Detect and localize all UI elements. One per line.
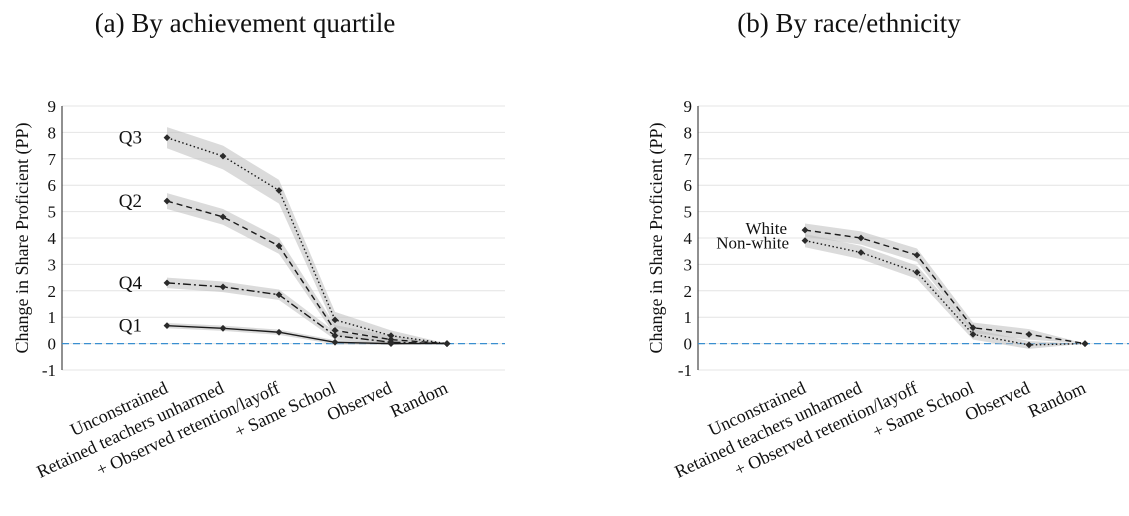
series-label: Non-white: [716, 234, 789, 253]
chart-title: (a) By achievement quartile: [94, 8, 396, 38]
data-point: [163, 322, 171, 330]
y-tick-label: 2: [684, 282, 693, 301]
y-tick-label: 0: [684, 335, 693, 354]
data-point: [163, 134, 171, 142]
y-tick-label: 1: [684, 308, 693, 327]
series-line: [166, 137, 448, 345]
y-axis-label: Change in Share Proficient (PP): [646, 123, 667, 354]
x-tick-label: Random: [1025, 377, 1089, 421]
data-point: [387, 340, 395, 347]
series-label: Q2: [119, 191, 142, 212]
y-axis-label: Change in Share Proficient (PP): [12, 123, 33, 354]
confidence-band: [167, 323, 447, 345]
y-tick-label: 9: [684, 97, 693, 116]
data-point: [913, 251, 921, 259]
series-line: [166, 282, 448, 345]
confidence-band: [167, 127, 447, 344]
y-tick-label: 3: [48, 255, 57, 274]
data-point: [163, 197, 171, 205]
data-point: [331, 338, 339, 346]
data-point: [331, 316, 339, 324]
data-point: [443, 340, 451, 347]
y-tick-label: 9: [48, 97, 57, 116]
data-point: [275, 291, 283, 299]
series-line: [804, 229, 1086, 345]
x-tick-label: Observed: [324, 377, 395, 424]
y-tick-label: 4: [48, 229, 57, 248]
data-point: [913, 268, 921, 276]
confidence-band: [805, 234, 1085, 349]
data-point: [219, 283, 227, 291]
y-tick-label: 8: [684, 123, 693, 142]
x-tick-label: Observed: [962, 377, 1033, 424]
chart-panel-race-ethnicity: (b) By race/ethnicity -1 0 1 2 3 4 5 6 7 8 9 Change…: [565, 0, 1129, 516]
data-point: [857, 234, 865, 242]
data-point: [331, 327, 339, 334]
y-tick-label: 6: [48, 176, 57, 195]
data-point: [163, 279, 171, 287]
chart-plot: -1 0 1 2 3 4 5 6 7 8 9 Change in Share Proficient (…: [646, 97, 1129, 482]
y-tick-label: 5: [684, 203, 693, 222]
data-point: [275, 328, 283, 336]
y-tick-label: 5: [48, 203, 57, 222]
confidence-band: [167, 193, 447, 344]
series-label: Q4: [119, 273, 143, 294]
confidence-band: [805, 223, 1085, 344]
y-tick-label: 3: [684, 255, 693, 274]
series-line: [166, 324, 447, 345]
y-tick-label: 6: [684, 176, 693, 195]
data-point: [1081, 340, 1089, 347]
y-tick-label: 4: [684, 229, 693, 248]
chart-panel-achievement-quartile: (a) By achievement quartile -1 0 1 2 3 4 5 6 7 8 9…: [0, 0, 560, 516]
x-tick-label: Random: [387, 377, 451, 421]
y-tick-label: 7: [48, 150, 57, 169]
series-label: White: [745, 219, 787, 238]
data-point: [1025, 330, 1033, 338]
data-point: [969, 324, 977, 332]
data-point: [1025, 341, 1033, 349]
series-label: Q3: [119, 128, 142, 149]
data-point: [219, 213, 227, 221]
y-tick-label: -1: [42, 361, 56, 380]
chart-title: (b) By race/ethnicity: [737, 8, 961, 38]
data-point: [275, 242, 283, 250]
y-tick-label: 2: [48, 282, 57, 301]
y-tick-label: 8: [48, 123, 57, 142]
data-point: [219, 152, 227, 160]
data-point: [801, 237, 809, 245]
y-tick-label: 7: [684, 150, 693, 169]
data-point: [969, 330, 977, 338]
confidence-band: [167, 277, 447, 345]
data-point: [331, 332, 339, 340]
y-tick-label: 1: [48, 308, 57, 327]
data-point: [387, 332, 395, 340]
series-line: [166, 200, 448, 345]
y-tick-label: -1: [678, 361, 692, 380]
chart-plot: -1 0 1 2 3 4 5 6 7 8 9 Change in Share Proficient (…: [12, 97, 505, 482]
data-point: [801, 226, 809, 234]
data-point: [275, 187, 283, 194]
data-point: [857, 249, 865, 256]
series-label: Q1: [119, 316, 142, 337]
y-tick-label: 0: [48, 335, 57, 354]
data-point: [219, 324, 227, 332]
